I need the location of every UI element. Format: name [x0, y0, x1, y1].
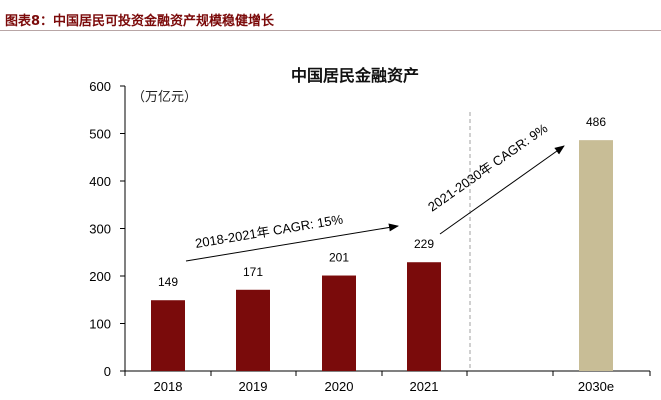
y-tick-label: 300 — [89, 222, 111, 237]
y-tick-label: 0 — [104, 364, 111, 379]
x-tick-label-2020: 2020 — [325, 379, 354, 394]
data-label-2021: 229 — [414, 237, 434, 251]
bar-2020 — [322, 275, 356, 371]
cagr-arrow-2018-2021 — [185, 223, 399, 262]
bar-2030e — [579, 140, 613, 371]
header-divider — [0, 30, 661, 31]
data-label-2030e: 486 — [586, 115, 606, 129]
bar-2018 — [151, 300, 185, 371]
bar-2019 — [236, 289, 270, 371]
y-tick-label: 500 — [89, 127, 111, 142]
cagr-arrow-2021-2030 — [439, 145, 565, 235]
figure-header: 图表8：中国居民可投资金融资产规模稳健增长 — [0, 0, 661, 31]
y-tick-label: 100 — [89, 317, 111, 332]
data-label-2018: 149 — [158, 275, 178, 289]
y-axis-unit-label: （万亿元） — [132, 90, 198, 105]
data-label-2019: 171 — [243, 265, 263, 279]
x-tick-label-2030e: 2030e — [578, 379, 614, 394]
y-tick-label: 600 — [89, 79, 111, 94]
x-tick-label-2018: 2018 — [154, 379, 183, 394]
cagr-label-2018-2021: 2018-2021年 CAGR: 15% — [194, 211, 344, 251]
data-label-2020: 201 — [329, 251, 349, 265]
y-tick-label: 400 — [89, 174, 111, 189]
bar-2021 — [407, 262, 441, 371]
chart-title: 中国居民金融资产 — [290, 66, 419, 85]
x-tick-label-2021: 2021 — [410, 379, 439, 394]
x-tick-label-2019: 2019 — [239, 379, 268, 394]
y-tick-label: 200 — [89, 269, 111, 284]
figure-caption: 图表8：中国居民可投资金融资产规模稳健增长 — [5, 14, 275, 29]
